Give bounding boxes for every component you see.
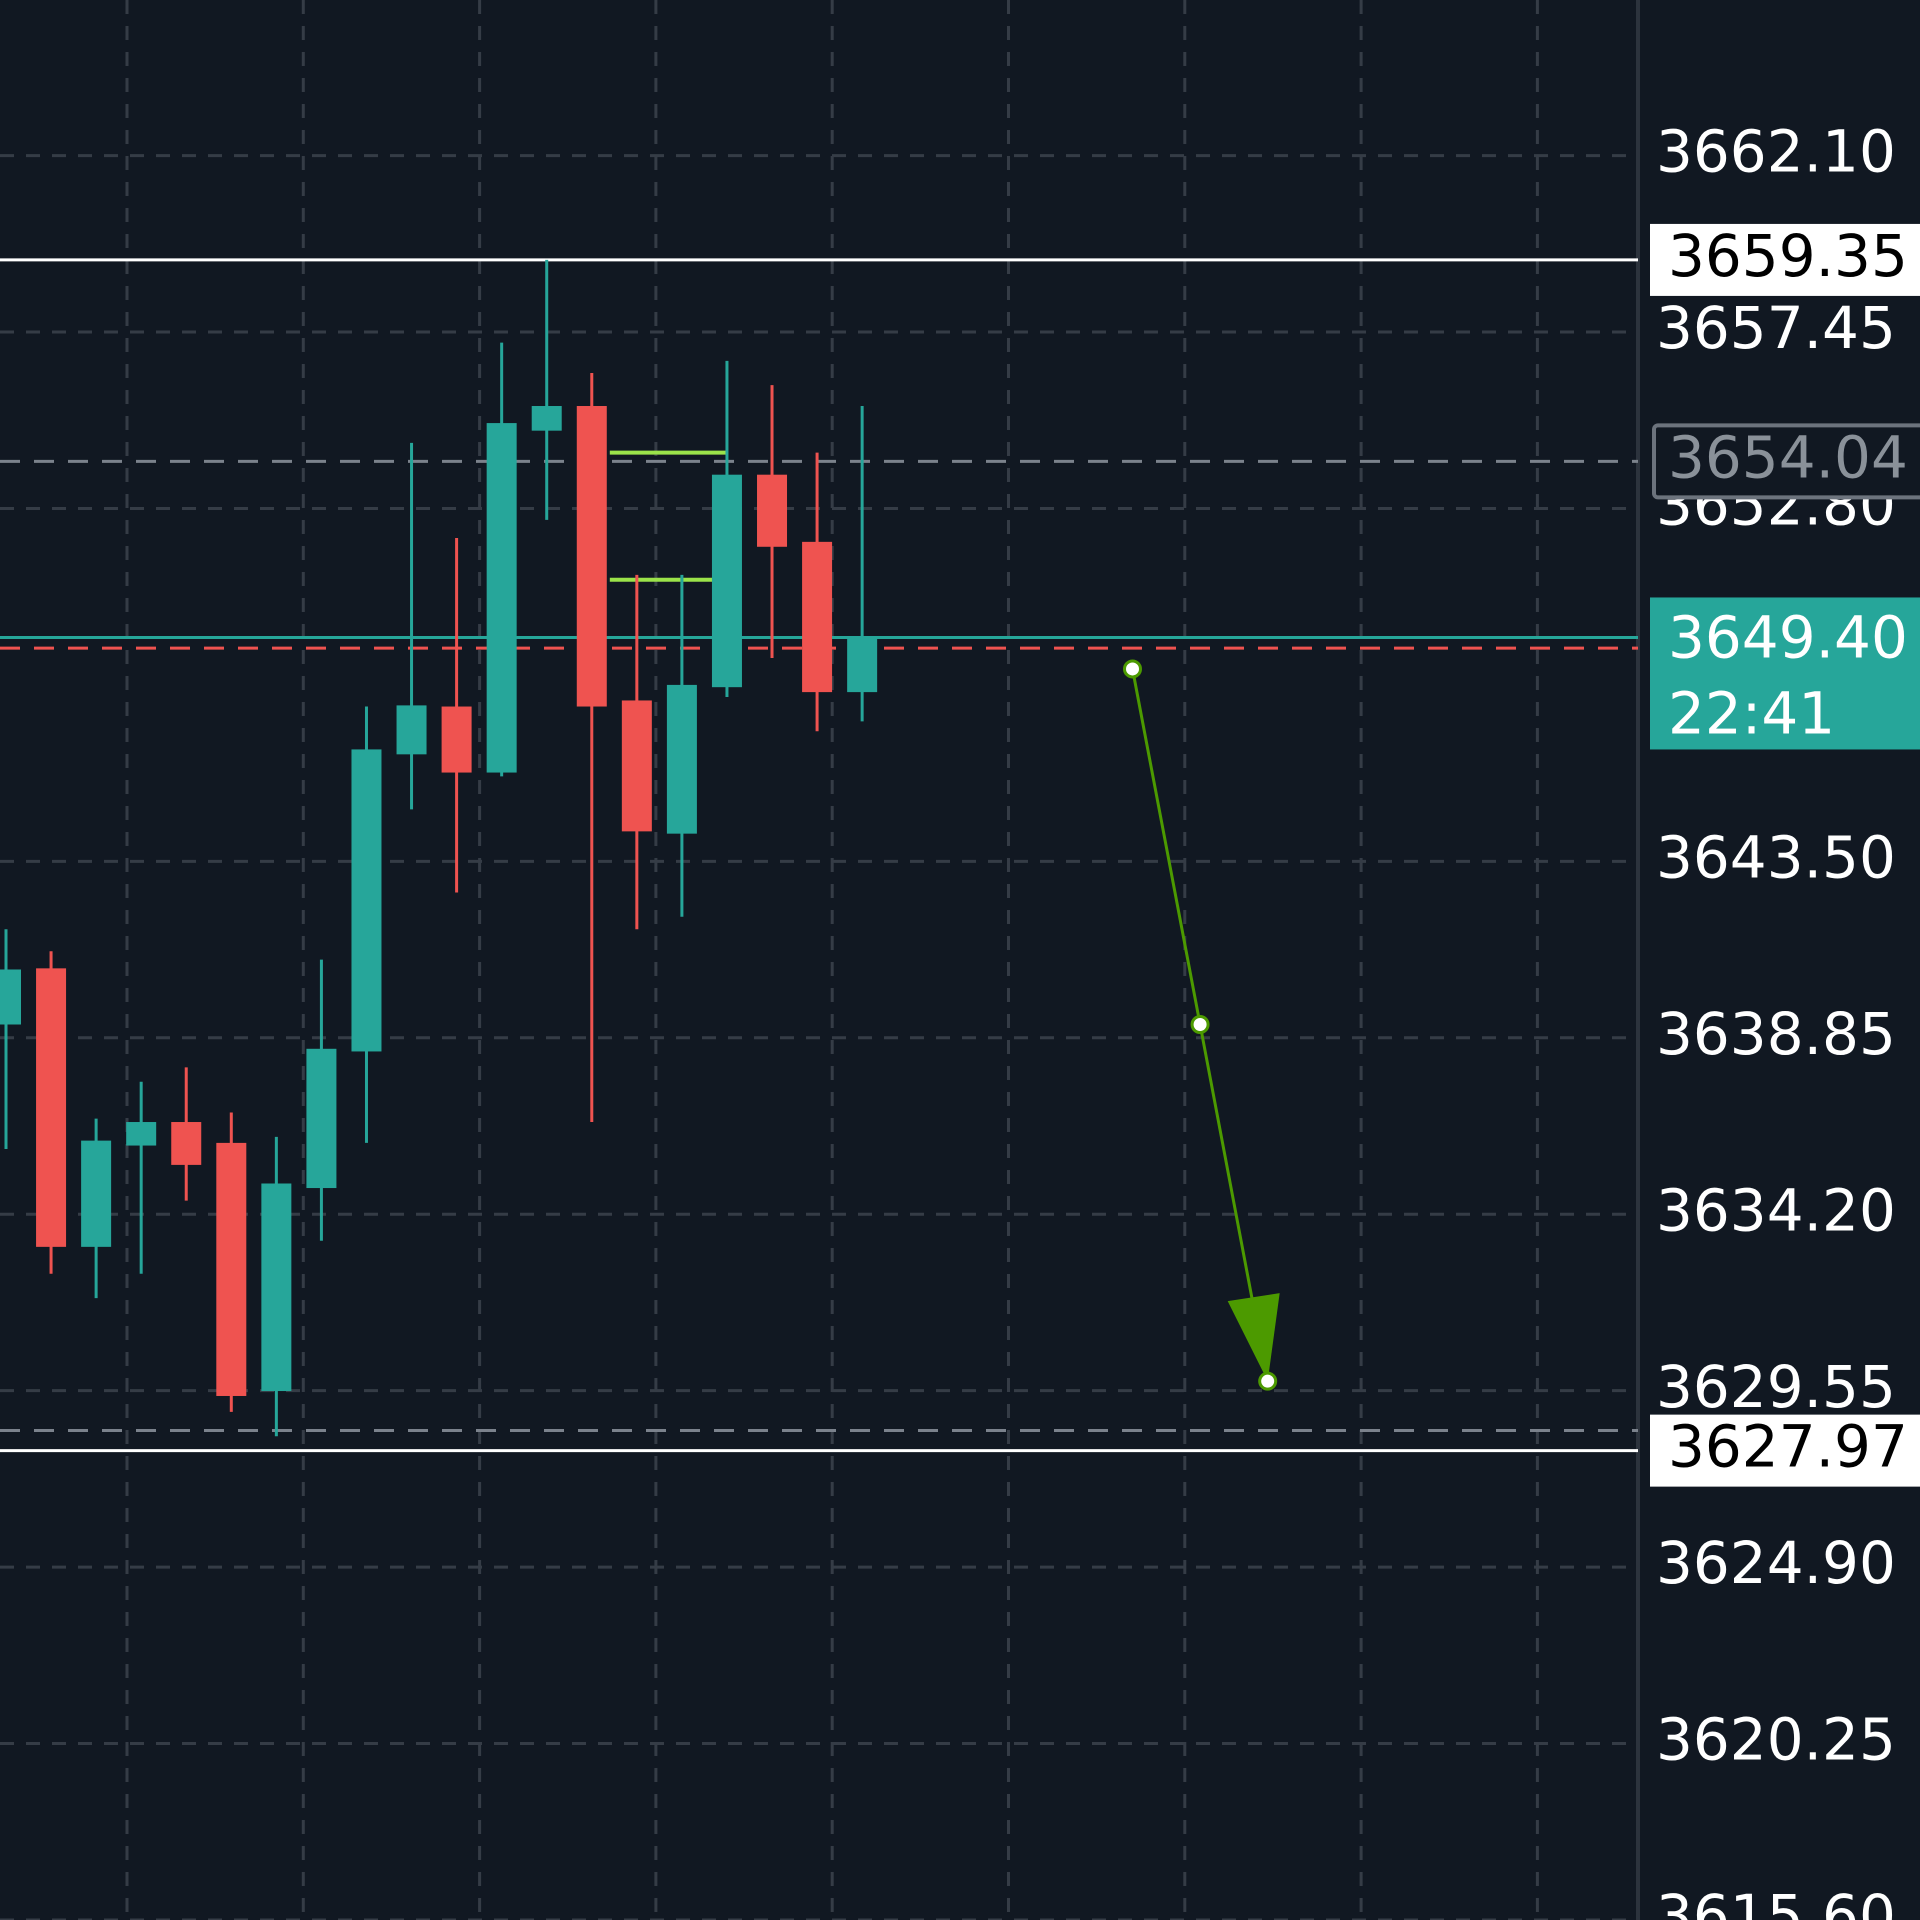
candle-body — [171, 1122, 202, 1165]
candle-body — [576, 406, 607, 707]
candle-body — [261, 1183, 292, 1392]
candle-body — [621, 700, 652, 832]
arrow-handle — [1190, 1015, 1210, 1035]
candle-body — [441, 706, 472, 773]
candle-body — [126, 1122, 157, 1146]
y-tick-label: 3620.25 — [1656, 1706, 1896, 1774]
current-price-box — [1650, 597, 1920, 750]
arrow-head — [1227, 1293, 1280, 1382]
price-box — [1652, 423, 1920, 500]
countdown-label: 22:41 — [1668, 680, 1835, 748]
y-tick-label: 3662.10 — [1656, 118, 1896, 186]
y-tick-label: 3634.20 — [1656, 1176, 1896, 1244]
candle-body — [847, 637, 878, 693]
candle-body — [306, 1048, 337, 1189]
candle-body — [216, 1142, 247, 1396]
price-box-label: 3654.04 — [1668, 424, 1908, 492]
arrow-handle — [1258, 1371, 1278, 1391]
candle-body — [81, 1140, 112, 1247]
arrow-handle — [1123, 659, 1142, 679]
candle-body — [757, 474, 788, 547]
candle-body — [396, 705, 427, 755]
candle-body — [36, 968, 67, 1247]
candle-body — [486, 423, 517, 773]
y-tick-label: 3629.55 — [1656, 1353, 1896, 1421]
price-box-label: 3659.35 — [1668, 222, 1908, 290]
candle-body — [0, 969, 21, 1025]
price-box — [1650, 1414, 1920, 1487]
y-tick-label: 3638.85 — [1656, 1000, 1896, 1068]
y-tick-label: 3643.50 — [1656, 823, 1896, 891]
candle-body — [666, 684, 697, 834]
candle-body — [351, 749, 382, 1052]
candle-body — [711, 474, 742, 688]
price-box-label: 3627.97 — [1668, 1413, 1908, 1481]
current-price-label: 3649.40 — [1668, 604, 1908, 672]
candle-body — [531, 406, 562, 431]
y-tick-label: 3615.60 — [1656, 1882, 1896, 1920]
candle-body — [802, 541, 833, 693]
price-box — [1650, 223, 1920, 296]
y-tick-label: 3657.45 — [1656, 294, 1896, 362]
y-tick-label: 3624.90 — [1656, 1529, 1896, 1597]
